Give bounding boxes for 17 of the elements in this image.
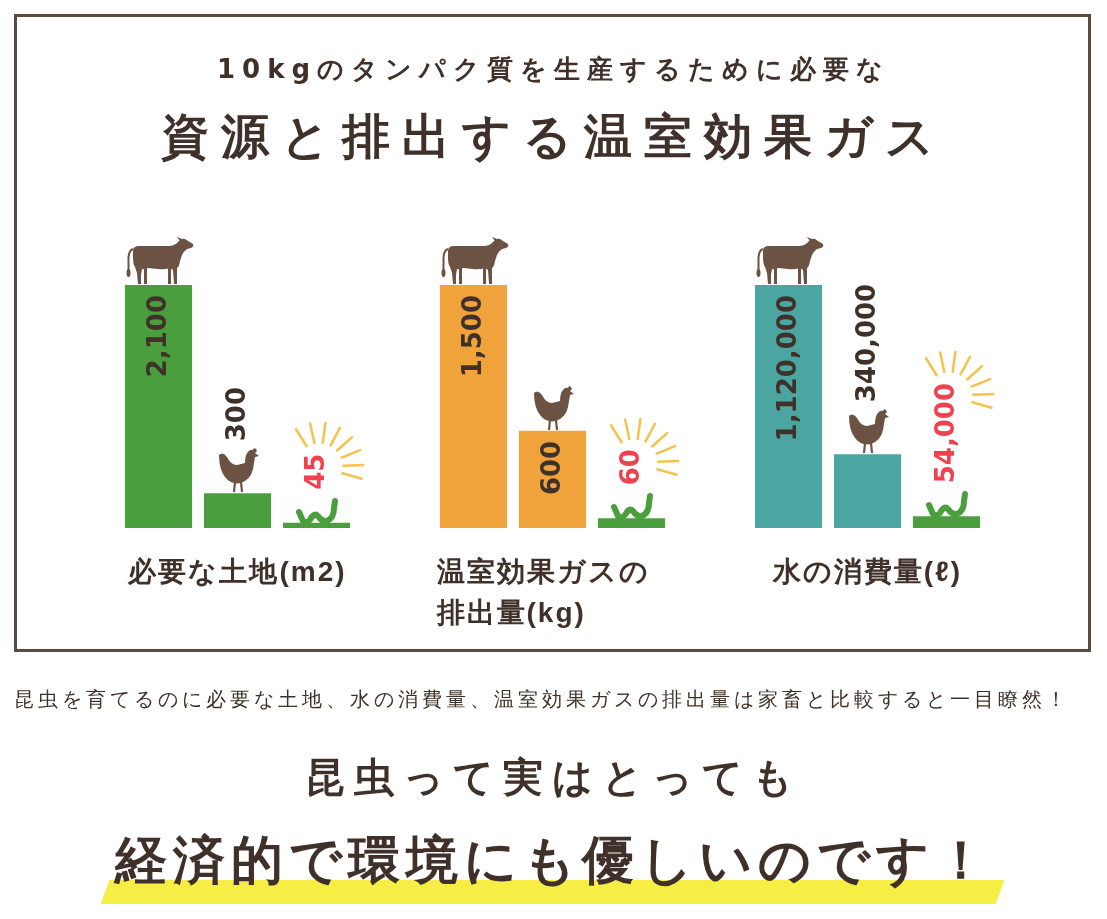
data-label: 340,000: [851, 283, 882, 403]
data-label: 60: [615, 449, 646, 486]
x-axis-title: 水の消費量(ℓ): [772, 555, 963, 589]
text: 経済的で環境にも優しいのです！: [113, 828, 994, 892]
data-label: 1,120,000: [772, 295, 803, 442]
data-label: 1,500: [457, 295, 488, 378]
data-label: 600: [536, 440, 567, 496]
data-label: 45: [300, 453, 331, 490]
data-label: 54,000: [930, 382, 961, 484]
data-label: 2,100: [142, 295, 173, 378]
text: 昆虫って実はとっても: [304, 752, 803, 802]
data-label: 300: [221, 387, 252, 442]
x-axis-title: 必要な土地(m2): [128, 555, 347, 589]
text: 資源と排出する温室効果ガス: [160, 107, 947, 166]
text: 10kgのタンパク質を生産するために必要な: [215, 53, 892, 86]
text: 昆虫を育てるのに必要な土地、水の消費量、温室効果ガスの排出量は家畜と比較すると一目瞭然！: [14, 686, 1071, 713]
x-axis-title: 温室効果ガスの排出量(kg): [436, 555, 651, 630]
